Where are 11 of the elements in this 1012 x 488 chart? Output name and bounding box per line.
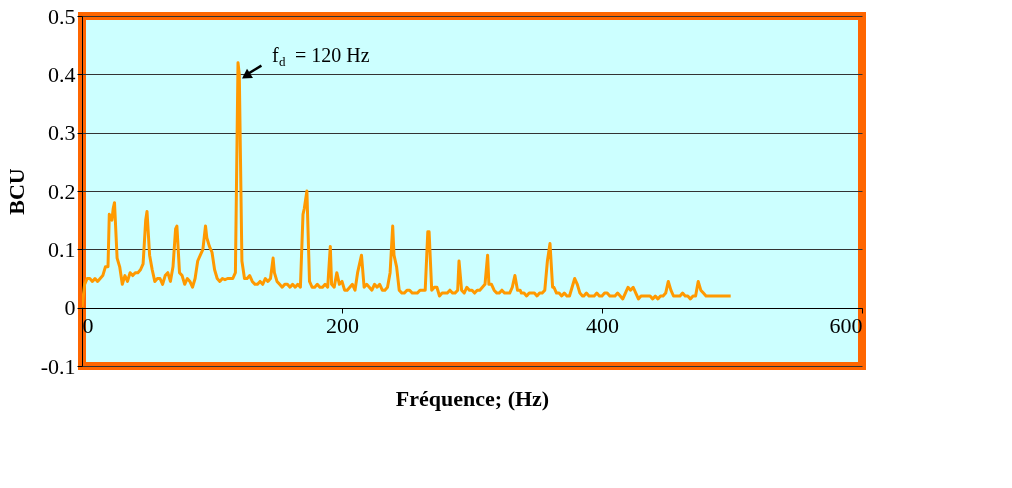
y-tick-label: -0.1	[40, 353, 76, 379]
x-tick-label: 400	[586, 312, 619, 338]
x-tick-label: 200	[326, 312, 359, 338]
y-tick-label: 0.5	[48, 3, 76, 29]
x-axis-title: Fréquence; (Hz)	[395, 385, 550, 411]
y-axis-title: BCU	[3, 168, 29, 215]
y-tick-label: 0.2	[48, 178, 76, 204]
y-tick-label: 0.4	[48, 61, 76, 87]
y-tick-label: 0	[64, 295, 76, 321]
y-tick-label: 0.1	[48, 236, 76, 262]
y-tick-label: 0.3	[48, 120, 76, 146]
